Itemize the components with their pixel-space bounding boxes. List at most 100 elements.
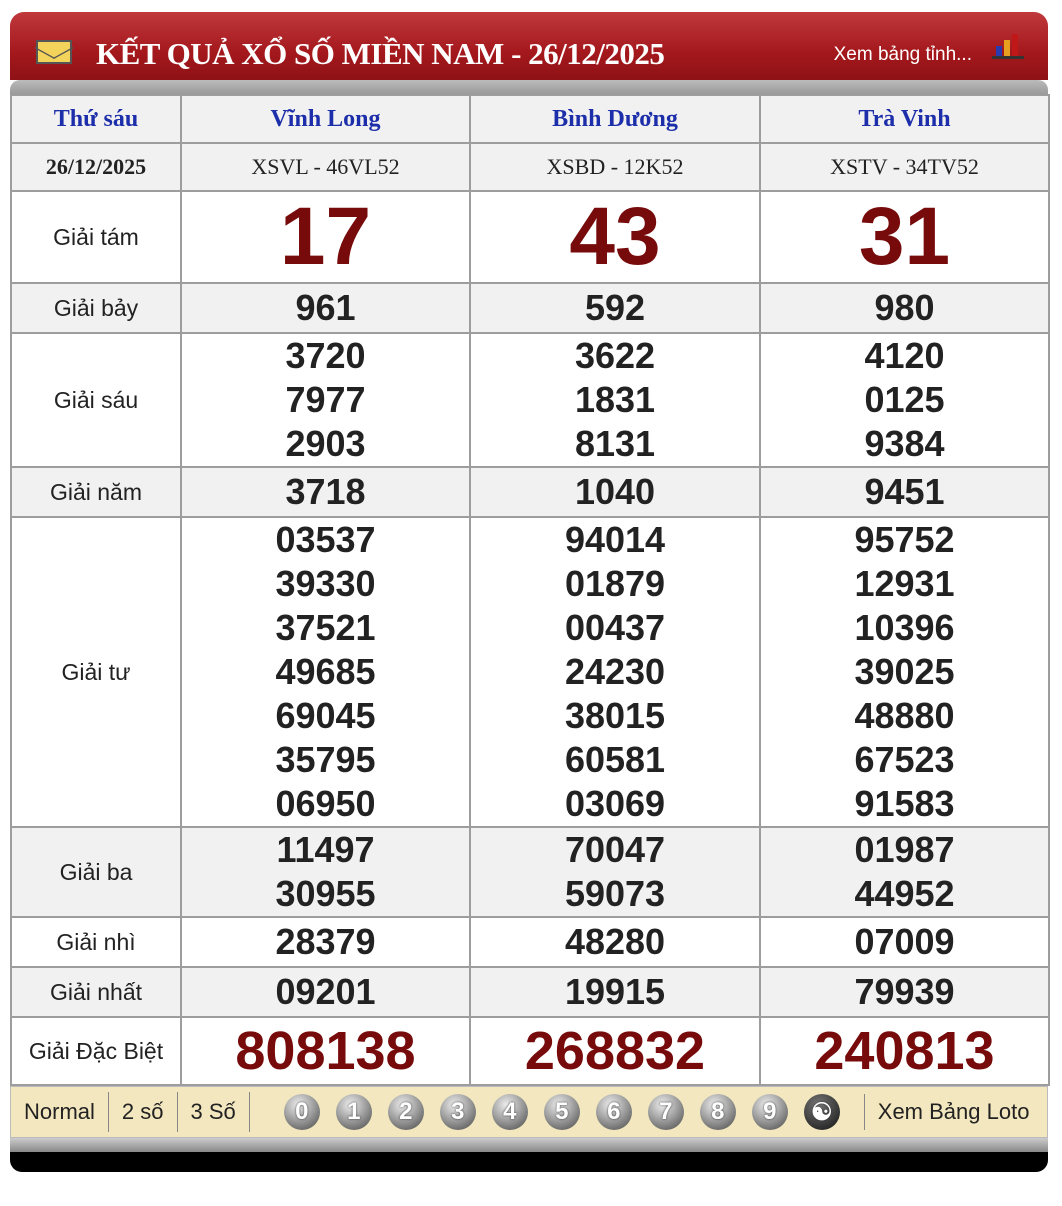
- prize-row: Giải bảy 961 592 980: [10, 282, 1050, 334]
- prize-number: 44952: [854, 873, 955, 914]
- prize-label: Giải năm: [10, 466, 182, 518]
- ticket-code: XSBD - 12K52: [469, 142, 761, 192]
- prize-cell: 70047 59073: [469, 826, 761, 918]
- prize-cell: 07009: [759, 916, 1050, 968]
- prize-number: 38015: [564, 695, 666, 736]
- digit-ball-button[interactable]: 8: [699, 1094, 736, 1130]
- prize-number: 4120: [864, 335, 945, 376]
- envelope-icon: [36, 40, 72, 64]
- prize-cell: 79939: [759, 966, 1050, 1018]
- prize-number: 240813: [814, 1021, 995, 1081]
- prize-row: Giải sáu 3720 7977 2903 3622 1831 8131 4120 0125…: [10, 332, 1050, 468]
- view-provinces-link[interactable]: Xem bảng tỉnh...: [833, 44, 972, 65]
- prize-number: 09201: [275, 971, 376, 1012]
- digit-ball-button[interactable]: 3: [439, 1094, 476, 1130]
- prize-label: Giải tám: [10, 190, 182, 284]
- results-table: Thứ sáu Vĩnh Long Bình Dương Trà Vinh 26/12/…: [10, 94, 1050, 1086]
- view-loto-link[interactable]: Xem Bảng Loto: [877, 1099, 1030, 1124]
- prize-cell: 240813: [759, 1016, 1050, 1086]
- yin-yang-icon[interactable]: ☯: [803, 1094, 840, 1130]
- prize-row: Giải tám 17 43 31: [10, 190, 1050, 284]
- prize-label: Giải tư: [10, 516, 182, 828]
- prize-number: 48280: [564, 921, 666, 962]
- prize-label: Giải Đặc Biệt: [10, 1016, 182, 1086]
- digit-ball-button[interactable]: 1: [335, 1094, 372, 1130]
- digit-ball-button[interactable]: 9: [751, 1094, 788, 1130]
- prize-row: Giải năm 3718 1040 9451: [10, 466, 1050, 518]
- prize-number: 39330: [275, 563, 376, 604]
- prize-number: 01879: [564, 563, 666, 604]
- header-bar: KẾT QUẢ XỔ SỐ MIỀN NAM - 26/12/2025 Xem …: [10, 12, 1048, 80]
- prize-cell: 9451: [759, 466, 1050, 518]
- footer-shadow: [10, 1152, 1048, 1172]
- digit-ball-button[interactable]: 6: [595, 1094, 632, 1130]
- prize-cell: 31: [759, 190, 1050, 284]
- prize-row: Giải ba 11497 30955 70047 59073 01987 44952: [10, 826, 1050, 918]
- prize-number: 06950: [275, 783, 376, 824]
- prize-cell: 17: [180, 190, 471, 284]
- prize-number: 2903: [285, 423, 366, 464]
- prize-number: 808138: [235, 1021, 416, 1081]
- province-name[interactable]: Vĩnh Long: [180, 94, 471, 144]
- prize-label: Giải nhì: [10, 916, 182, 968]
- digit-ball-button[interactable]: 0: [283, 1094, 320, 1130]
- mode-0-button[interactable]: Normal: [11, 1092, 109, 1132]
- prize-number: 28379: [275, 921, 376, 962]
- prize-number: 60581: [564, 739, 666, 780]
- prize-number: 8131: [574, 423, 656, 464]
- prize-number: 79939: [854, 971, 955, 1012]
- day-cell: Thứ sáu: [10, 94, 182, 144]
- prize-number: 1831: [574, 379, 656, 420]
- date-cell: 26/12/2025: [10, 142, 182, 192]
- prize-number: 59073: [564, 873, 666, 914]
- prize-cell: 3718: [180, 466, 471, 518]
- prize-number: 07009: [854, 921, 955, 962]
- province-row: Thứ sáu Vĩnh Long Bình Dương Trà Vinh: [10, 94, 1050, 144]
- digit-ball-button[interactable]: 2: [387, 1094, 424, 1130]
- prize-number: 268832: [524, 1021, 706, 1081]
- digit-ball-button[interactable]: 7: [647, 1094, 684, 1130]
- prize-number: 9451: [864, 471, 945, 512]
- prize-row: Giải nhì 28379 48280 07009: [10, 916, 1050, 968]
- digit-ball-button[interactable]: 4: [491, 1094, 528, 1130]
- prize-number: 10396: [854, 607, 955, 648]
- prize-cell: 592: [469, 282, 761, 334]
- prize-number: 3718: [285, 471, 366, 512]
- prize-label: Giải sáu: [10, 332, 182, 468]
- prize-cell: 11497 30955: [180, 826, 471, 918]
- mode-2-button[interactable]: 3 Số: [178, 1092, 250, 1132]
- prize-number: 961: [295, 287, 356, 328]
- prize-number: 11497: [276, 829, 375, 870]
- prize-label: Giải ba: [10, 826, 182, 918]
- province-name[interactable]: Bình Dương: [469, 94, 761, 144]
- prize-cell: 268832: [469, 1016, 761, 1086]
- page-title: KẾT QUẢ XỔ SỐ MIỀN NAM - 26/12/2025: [96, 36, 665, 71]
- prize-cell: 95752 12931 10396 39025 48880 67523 91583: [759, 516, 1050, 828]
- prize-cell: 09201: [180, 966, 471, 1018]
- prize-cell: 03537 39330 37521 49685 69045 35795 06950: [180, 516, 471, 828]
- mode-1-button[interactable]: 2 số: [109, 1092, 178, 1132]
- prize-number: 95752: [854, 519, 955, 560]
- prize-number: 37521: [275, 607, 376, 648]
- footer-toolbar: Normal 2 số 3 Số 0 1 2 3 4 5 6 7 8 9 ☯ Xem Bảng Loto: [10, 1086, 1048, 1138]
- prize-number: 3720: [285, 335, 366, 376]
- digit-filter: 0 1 2 3 4 5 6 7 8 9 ☯: [250, 1094, 865, 1130]
- prize-cell: 28379: [180, 916, 471, 968]
- prize-number: 94014: [564, 519, 666, 560]
- prize-number: 17: [279, 191, 372, 282]
- prize-cell: 1040: [469, 466, 761, 518]
- prize-number: 43: [569, 191, 661, 282]
- ticket-code: XSTV - 34TV52: [759, 142, 1050, 192]
- prize-cell: 01987 44952: [759, 826, 1050, 918]
- prize-row: Giải nhất 09201 19915 79939: [10, 966, 1050, 1018]
- prize-cell: 3622 1831 8131: [469, 332, 761, 468]
- prize-number: 980: [874, 287, 935, 328]
- prize-cell: 94014 01879 00437 24230 38015 60581 03069: [469, 516, 761, 828]
- prize-number: 7977: [285, 379, 366, 420]
- prize-number: 9384: [864, 423, 945, 464]
- footer-band: [10, 1138, 1048, 1152]
- bar-chart-icon[interactable]: [990, 32, 1026, 60]
- digit-ball-button[interactable]: 5: [543, 1094, 580, 1130]
- prize-number: 12931: [854, 563, 955, 604]
- province-name[interactable]: Trà Vinh: [759, 94, 1050, 144]
